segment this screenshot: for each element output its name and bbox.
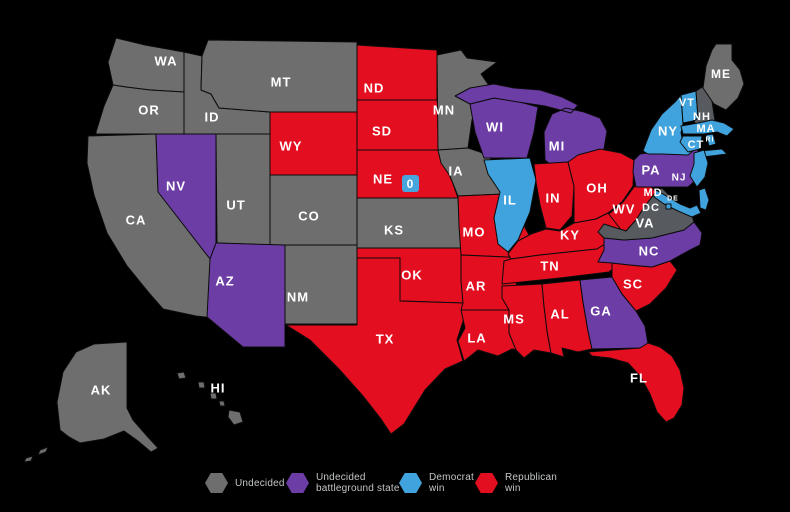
- state-dc[interactable]: [665, 203, 672, 210]
- ne-district-badge[interactable]: 0: [402, 175, 419, 192]
- state-az[interactable]: [206, 242, 286, 348]
- state-sd[interactable]: [356, 99, 442, 151]
- state-wa[interactable]: [107, 37, 185, 93]
- ne-district-badge-box[interactable]: [402, 175, 419, 192]
- state-ct[interactable]: [679, 135, 703, 153]
- state-or[interactable]: [95, 84, 185, 135]
- state-ut[interactable]: [215, 133, 271, 246]
- state-co[interactable]: [269, 174, 359, 246]
- state-ma[interactable]: [680, 119, 735, 137]
- state-ak[interactable]: [23, 341, 159, 463]
- state-wy[interactable]: [269, 111, 358, 176]
- state-ri[interactable]: [705, 133, 717, 147]
- states-layer: [23, 37, 745, 463]
- state-il[interactable]: [483, 157, 537, 253]
- state-nd[interactable]: [356, 44, 438, 101]
- state-hi[interactable]: [176, 371, 244, 426]
- state-nm[interactable]: [284, 244, 358, 325]
- state-tx[interactable]: [285, 257, 467, 435]
- state-mt[interactable]: [200, 39, 358, 113]
- state-md[interactable]: [653, 189, 702, 218]
- state-in[interactable]: [533, 161, 575, 231]
- state-wi[interactable]: [469, 97, 539, 159]
- state-vt[interactable]: [680, 90, 699, 124]
- state-nj[interactable]: [689, 149, 709, 188]
- state-oh[interactable]: [567, 148, 635, 224]
- state-me[interactable]: [702, 43, 745, 111]
- state-de[interactable]: [698, 187, 710, 211]
- state-ks[interactable]: [356, 197, 462, 249]
- state-fl[interactable]: [587, 342, 685, 423]
